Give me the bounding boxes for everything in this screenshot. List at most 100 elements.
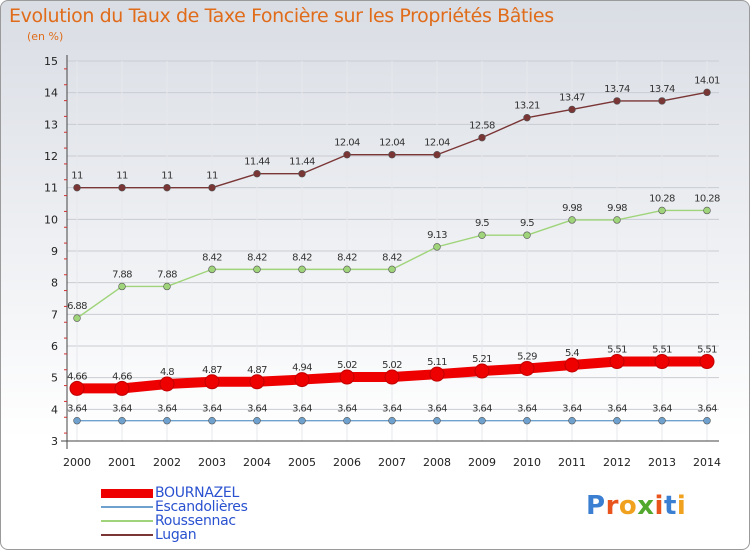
data-label: 3.64 [652,404,672,415]
data-label: 12.04 [424,138,450,149]
y-unit-label: (en %) [27,30,64,43]
y-tick-label: 8 [51,277,58,290]
data-point [564,357,580,373]
data-label: 11 [206,171,218,182]
data-point [163,183,171,192]
legend-swatch [101,534,153,536]
legend-item: BOURNAZEL [101,486,248,500]
data-point [433,151,441,159]
x-tick-label: 2006 [333,456,361,469]
logo-letter: o [618,491,638,521]
legend-item: Escandolières [101,500,248,514]
data-label: 11.44 [244,157,270,168]
data-point [208,265,216,274]
data-label: 11.44 [289,157,315,168]
data-label: 3.64 [427,404,447,415]
y-tick-label: 3 [51,435,58,448]
data-point [204,374,220,390]
data-label: 12.04 [379,138,405,149]
data-label: 8.42 [202,252,222,263]
data-label: 5.02 [382,360,402,371]
data-point [429,366,445,382]
y-tick-label: 7 [51,308,58,321]
legend-label: Escandolières [155,499,248,515]
data-point [478,133,486,142]
data-point [609,354,625,370]
data-point [474,363,490,379]
logo-letter: i [676,491,687,521]
legend-swatch [101,520,153,522]
data-point [388,417,396,425]
data-point [253,265,261,274]
x-tick-label: 2014 [693,456,721,469]
y-tick-label: 11 [44,182,58,195]
data-label: 4.8 [160,367,174,378]
logo-letter: i [654,491,664,521]
y-tick-label: 13 [44,118,58,131]
data-point [69,380,85,396]
logo-letter: P [586,491,606,521]
y-tick-label: 14 [44,87,58,100]
data-label: 9.98 [607,203,627,214]
legend-item: Lugan [101,528,248,542]
data-point [384,369,400,385]
data-label: 8.42 [382,252,402,263]
data-point [568,216,576,224]
data-label: 3.64 [67,404,87,415]
data-point [298,265,306,274]
data-label: 3.64 [607,404,627,415]
data-label: 4.94 [292,363,312,374]
data-point [118,282,126,291]
y-tick-label: 6 [51,340,58,353]
x-tick-label: 2007 [378,456,406,469]
data-point [433,243,441,251]
logo-letter: r [605,491,619,521]
x-tick-label: 2004 [243,456,271,469]
data-label: 11 [71,171,83,182]
data-label: 4.66 [112,371,132,382]
legend-label: Roussennac [155,513,236,529]
data-point [523,231,531,239]
data-label: 3.64 [157,404,177,415]
data-label: 3.64 [382,404,402,415]
data-label: 13.47 [559,92,585,103]
data-point [159,376,175,392]
legend-swatch [101,506,153,508]
legend-item: Roussennac [101,514,248,528]
data-point [703,88,711,97]
logo-letter: t [663,491,677,521]
data-point [523,113,531,122]
data-point [703,206,711,215]
x-tick-label: 2009 [468,456,496,469]
data-point [73,314,81,322]
data-point [478,417,486,425]
data-point [613,216,621,224]
data-label: 13.74 [604,84,630,95]
data-label: 3.64 [472,404,492,415]
y-tick-label: 4 [51,403,58,416]
data-point [73,183,81,192]
data-label: 9.13 [427,230,447,241]
data-label: 14.01 [694,75,720,86]
data-label: 8.42 [337,252,357,263]
data-label: 7.88 [112,269,132,280]
x-tick-label: 2003 [198,456,226,469]
data-point [208,183,216,192]
x-tick-label: 2002 [153,456,181,469]
data-point [699,354,715,370]
legend-label: Lugan [155,527,197,543]
data-point [613,97,621,105]
y-tick-label: 12 [44,150,58,163]
data-point [343,265,351,274]
data-label: 5.51 [607,345,627,356]
data-label: 5.11 [427,357,447,368]
x-tick-label: 2013 [648,456,676,469]
data-label: 3.64 [517,404,537,415]
data-point [703,417,711,425]
data-label: 12.58 [469,121,495,132]
data-label: 9.5 [520,218,534,229]
data-label: 12.04 [334,138,360,149]
data-label: 8.42 [247,252,267,263]
data-point [253,417,261,425]
